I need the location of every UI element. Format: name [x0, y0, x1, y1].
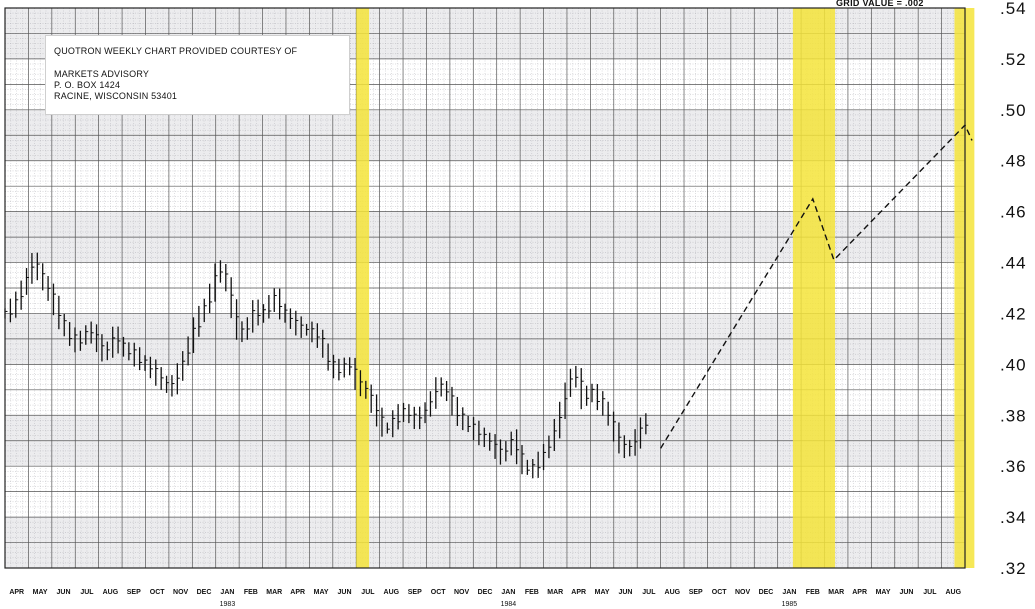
x-month-label: JUL [361, 589, 375, 596]
x-month-label: MAY [595, 589, 610, 596]
x-axis-year-labels: 1983 1984 1985 [220, 601, 798, 608]
x-month-label: FEB [525, 589, 539, 596]
x-month-label: MAR [828, 589, 844, 596]
x-month-label: JUL [923, 589, 937, 596]
x-year-label: 1984 [501, 601, 517, 608]
x-month-label: NOV [454, 589, 470, 596]
x-axis-month-labels: APR MAY JUN JUL AUG SEP OCT NOV DEC JAN FEB MAR APR M… [9, 589, 961, 596]
plot-frame [4, 7, 966, 569]
courtesy-line: MARKETS ADVISORY [54, 69, 150, 79]
y-tick-label: .54 [1000, 0, 1027, 18]
courtesy-line: P. O. BOX 1424 [54, 80, 121, 90]
x-month-label: JUN [57, 589, 71, 596]
highlight-column [356, 8, 370, 568]
x-month-label: SEP [689, 589, 703, 596]
x-month-label: JAN [220, 589, 234, 596]
x-month-label: APR [571, 589, 586, 596]
x-month-label: SEP [408, 589, 422, 596]
y-tick-label: .48 [1000, 152, 1027, 171]
x-month-label: MAR [547, 589, 563, 596]
x-month-label: DEC [197, 589, 212, 596]
x-month-label: AUG [103, 589, 119, 596]
x-month-label: JUL [642, 589, 656, 596]
courtesy-line: QUOTRON WEEKLY CHART PROVIDED COURTESY O… [54, 46, 298, 56]
y-tick-label: .32 [1000, 559, 1027, 578]
y-tick-label: .34 [1000, 508, 1027, 527]
y-tick-label: .52 [1000, 50, 1027, 69]
x-month-label: OCT [150, 589, 166, 596]
x-month-label: AUG [665, 589, 681, 596]
x-month-label: MAY [33, 589, 48, 596]
x-month-label: JAN [782, 589, 796, 596]
projection-line [660, 123, 973, 449]
x-month-label: MAY [314, 589, 329, 596]
x-month-label: JUL [80, 589, 94, 596]
highlight-column [792, 8, 814, 568]
projected-cycle-path [660, 123, 973, 449]
x-month-label: APR [9, 589, 24, 596]
y-tick-label: .38 [1000, 406, 1027, 425]
cycle-highlight-columns [356, 8, 975, 568]
x-month-label: MAR [266, 589, 282, 596]
x-month-label: APR [290, 589, 305, 596]
x-year-label: 1983 [220, 601, 236, 608]
y-tick-label: .42 [1000, 304, 1027, 323]
grid-value-note: GRID VALUE = .002 [836, 0, 924, 8]
x-month-label: AUG [946, 589, 962, 596]
x-month-label: JUN [618, 589, 632, 596]
x-month-label: DEC [478, 589, 493, 596]
x-month-label: AUG [384, 589, 400, 596]
x-month-label: NOV [735, 589, 751, 596]
x-month-label: APR [852, 589, 867, 596]
x-month-label: MAY [876, 589, 891, 596]
y-axis-tick-labels: .32 .34 .36 .38 .40 .42 .44 .46 .48 .50 .52 .54 [1000, 0, 1027, 578]
x-month-label: JAN [501, 589, 515, 596]
highlight-column [813, 8, 836, 568]
x-year-label: 1985 [782, 601, 798, 608]
x-month-label: FEB [806, 589, 820, 596]
y-tick-label: .44 [1000, 254, 1027, 273]
x-month-label: NOV [173, 589, 189, 596]
y-tick-label: .50 [1000, 101, 1027, 120]
x-month-label: DEC [759, 589, 774, 596]
y-tick-label: .40 [1000, 355, 1027, 374]
x-month-label: JUN [899, 589, 913, 596]
y-tick-label: .46 [1000, 203, 1027, 222]
x-month-label: SEP [127, 589, 141, 596]
courtesy-line: RACINE, WISCONSIN 53401 [54, 91, 178, 101]
x-month-label: OCT [431, 589, 447, 596]
x-month-label: JUN [338, 589, 352, 596]
courtesy-box: QUOTRON WEEKLY CHART PROVIDED COURTESY O… [45, 35, 350, 115]
x-month-label: OCT [712, 589, 728, 596]
x-month-label: FEB [244, 589, 258, 596]
y-tick-label: .36 [1000, 457, 1027, 476]
